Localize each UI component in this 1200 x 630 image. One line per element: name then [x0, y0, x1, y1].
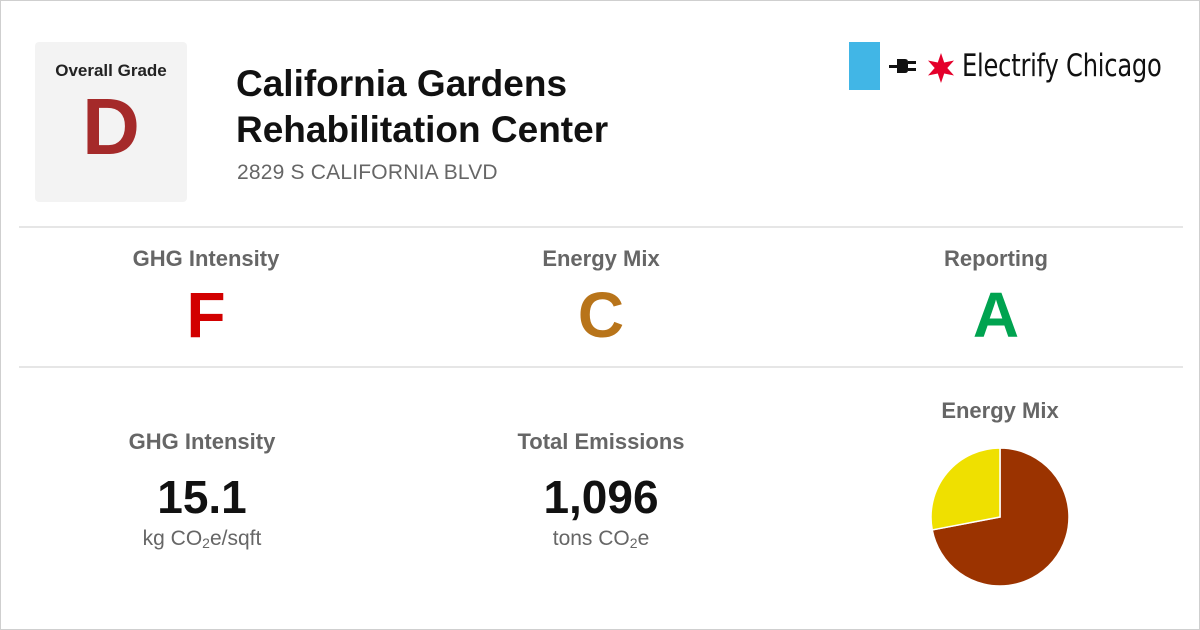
- chicago-star-icon: [928, 53, 954, 83]
- building-name-line2: Rehabilitation Center: [236, 109, 609, 150]
- ghg-intensity-stat: GHG Intensity 15.1 kg CO2e/sqft: [52, 429, 352, 551]
- overall-grade-label: Overall Grade: [55, 61, 167, 80]
- ghg-intensity-grade-letter: F: [186, 279, 226, 351]
- building-name-line1: California Gardens: [236, 63, 568, 104]
- energy-mix-grade-label: Energy Mix: [542, 246, 660, 271]
- brand-name: Electrify Chicago: [962, 48, 1162, 84]
- total-emissions-label: Total Emissions: [517, 429, 685, 454]
- total-emissions-value: 1,096: [543, 471, 659, 523]
- building-address: 2829 S CALIFORNIA BLVD: [237, 161, 498, 184]
- ghg-intensity-grade: GHG Intensity F: [56, 246, 356, 350]
- energy-mix-grade-letter: C: [577, 279, 625, 351]
- electrify-chicago-logo[interactable]: Electrify Chicago: [849, 41, 1179, 93]
- overall-grade-letter: D: [82, 82, 140, 171]
- divider: [19, 366, 1183, 368]
- total-emissions-unit: tons CO2e: [552, 527, 650, 551]
- reporting-grade-letter: A: [972, 279, 1020, 351]
- energy-mix-grade: Energy Mix C: [451, 246, 751, 350]
- plug-icon: [889, 59, 916, 73]
- divider: [19, 226, 1183, 228]
- overall-grade-box: Overall Grade D: [35, 42, 187, 202]
- total-emissions-stat: Total Emissions 1,096 tons CO2e: [451, 429, 751, 551]
- pie-slice: [930, 447, 1001, 531]
- energy-mix-chart-title: Energy Mix: [941, 398, 1059, 423]
- flag-stripe-icon: [849, 42, 880, 90]
- ghg-intensity-grade-label: GHG Intensity: [132, 246, 280, 271]
- ghg-intensity-stat-label: GHG Intensity: [128, 429, 276, 454]
- ghg-intensity-value: 15.1: [157, 471, 247, 523]
- reporting-grade: Reporting A: [846, 246, 1146, 350]
- building-name: California Gardens Rehabilitation Center: [236, 61, 796, 153]
- ghg-intensity-unit: kg CO2e/sqft: [142, 527, 262, 551]
- reporting-grade-label: Reporting: [944, 246, 1048, 271]
- energy-mix-pie-chart: [930, 447, 1070, 587]
